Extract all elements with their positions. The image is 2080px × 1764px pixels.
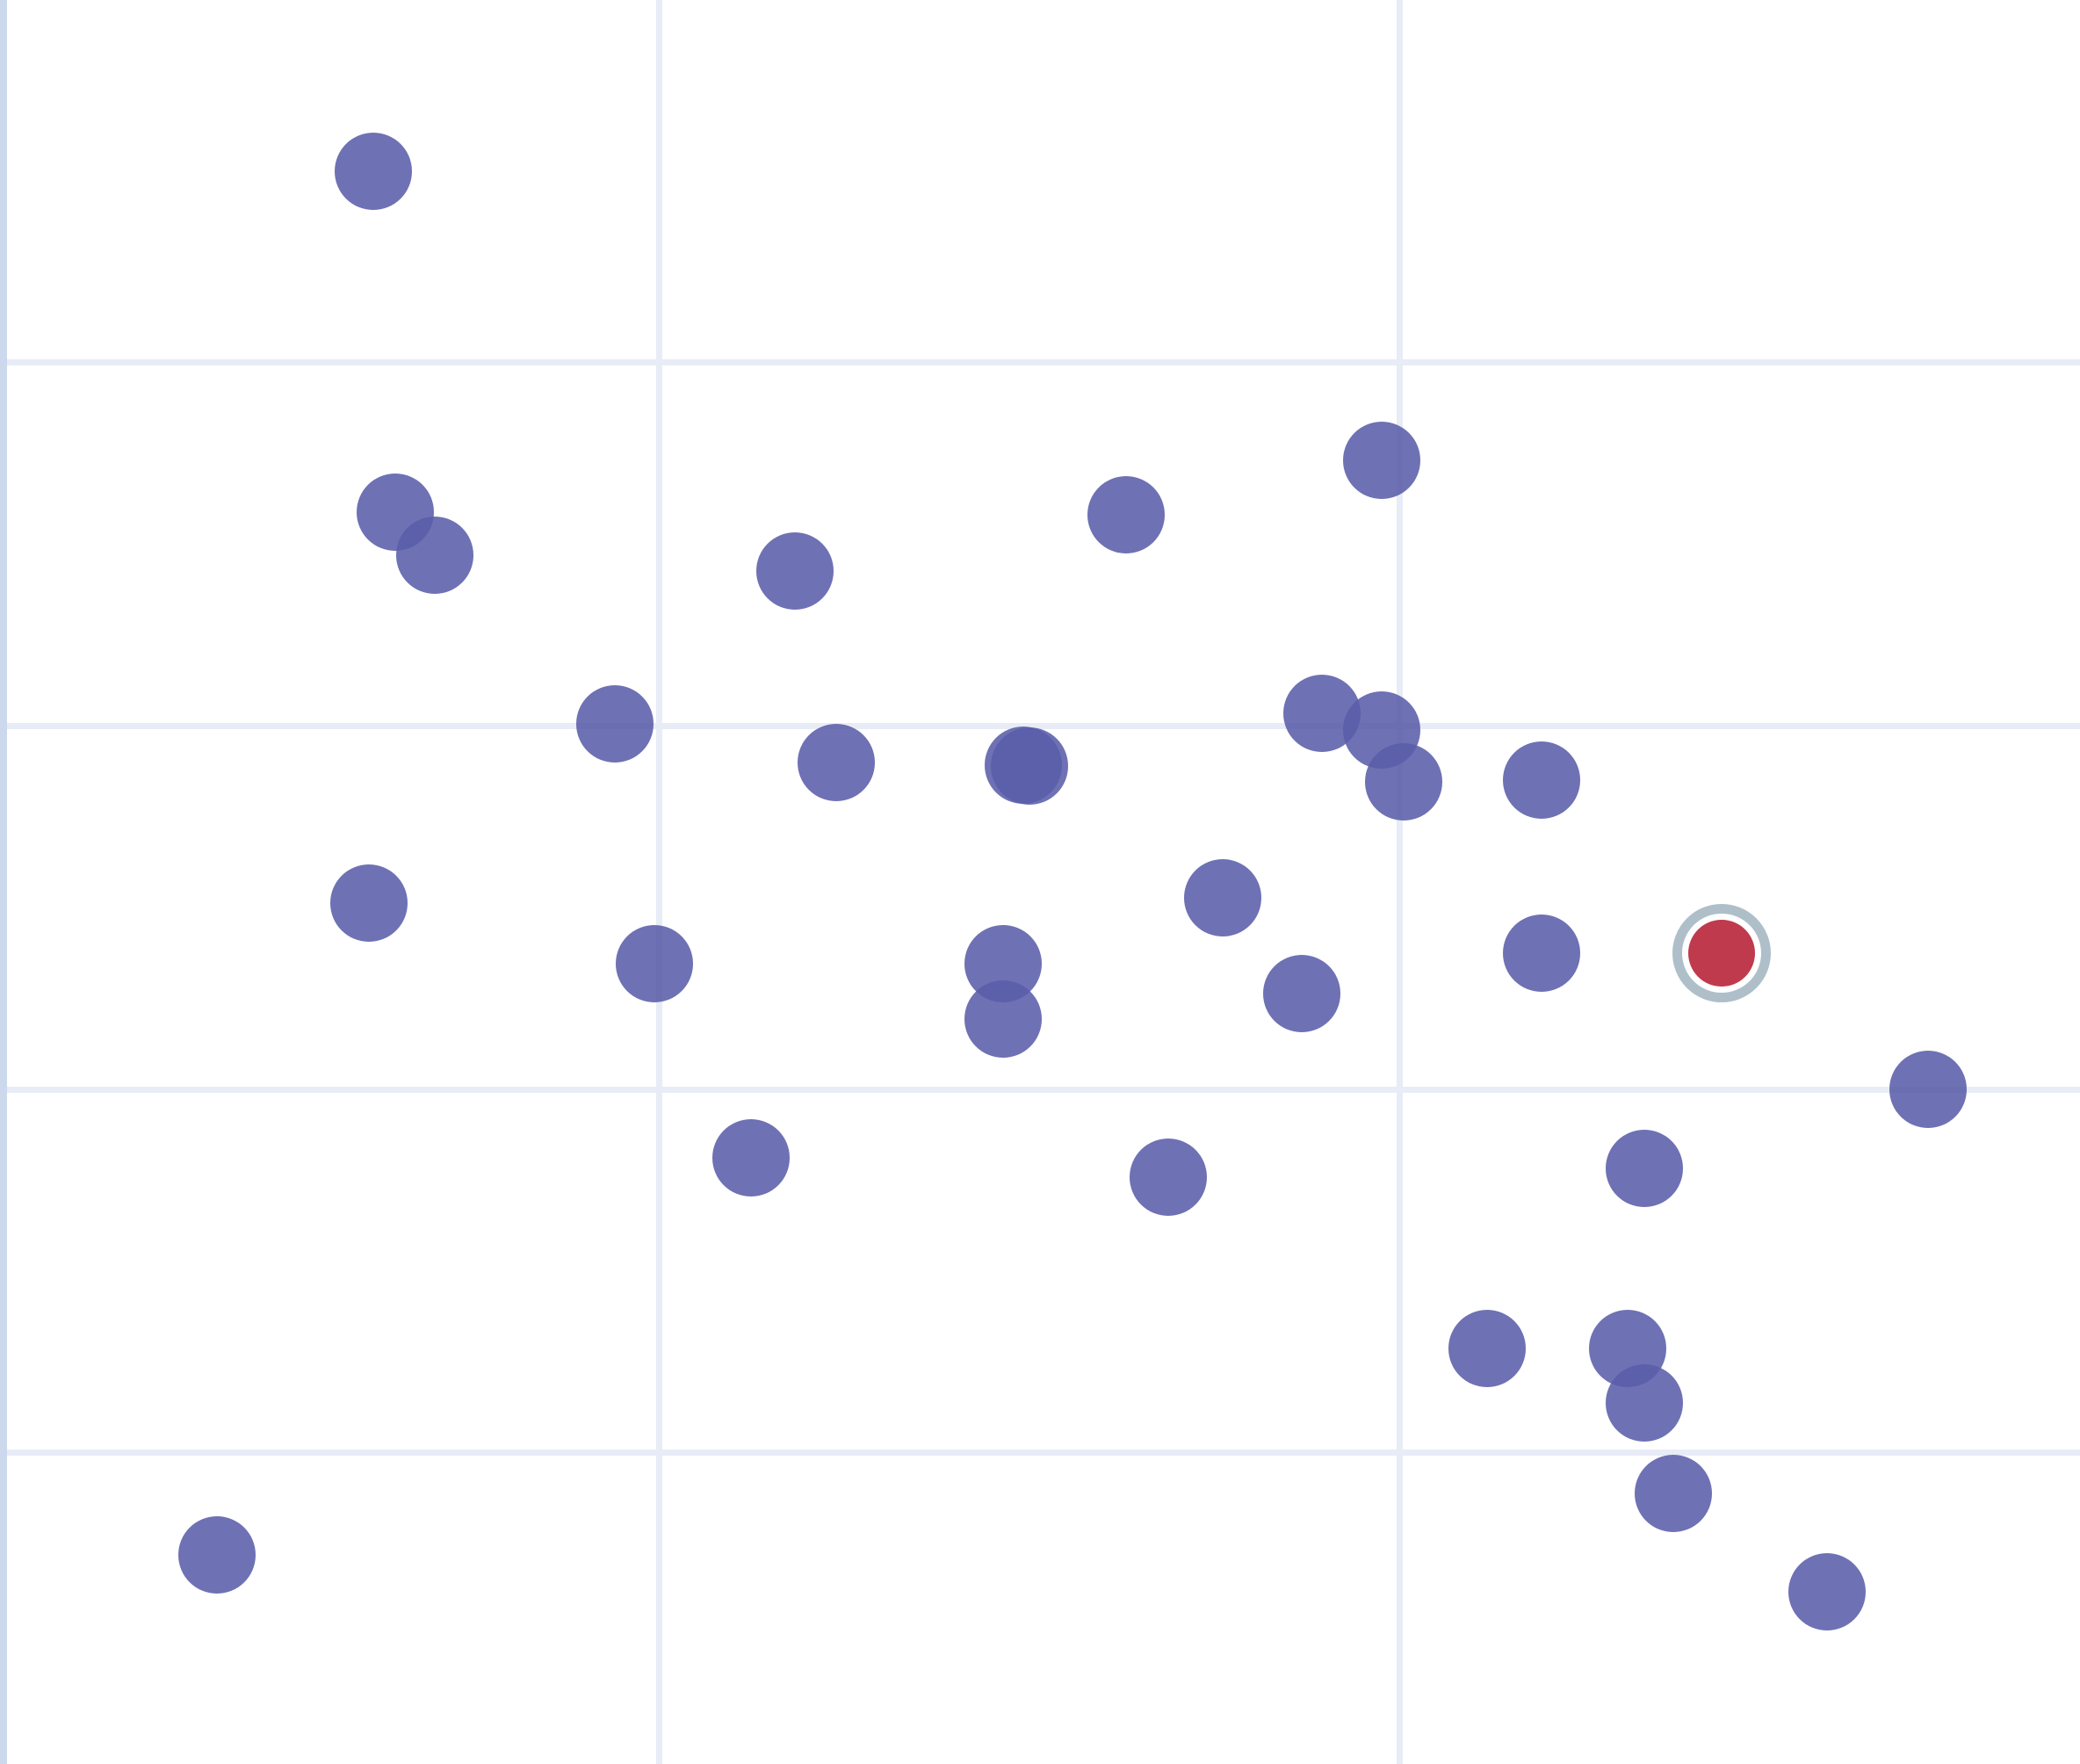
data-point[interactable] (1184, 859, 1261, 936)
data-point[interactable] (756, 532, 834, 610)
axis-edge-left (0, 0, 7, 1764)
data-point[interactable] (1503, 915, 1580, 992)
data-point[interactable] (991, 727, 1068, 805)
data-point[interactable] (178, 1516, 256, 1594)
selected-data-point[interactable] (1688, 920, 1755, 987)
data-point[interactable] (1503, 741, 1580, 819)
data-point[interactable] (1343, 422, 1420, 499)
data-point[interactable] (1365, 743, 1442, 821)
data-point[interactable] (1635, 1455, 1712, 1532)
data-point[interactable] (1889, 1051, 1967, 1128)
data-point[interactable] (616, 925, 693, 1002)
gridline-horizontal-2 (0, 1086, 2080, 1093)
data-point[interactable] (712, 1119, 790, 1196)
data-point[interactable] (1130, 1139, 1207, 1216)
data-point[interactable] (396, 517, 473, 594)
gridline-vertical-2 (1396, 0, 1403, 1764)
data-point[interactable] (1263, 955, 1340, 1032)
gridline-horizontal-1 (0, 722, 2080, 729)
data-point[interactable] (1448, 1310, 1526, 1387)
gridline-horizontal-0 (0, 358, 2080, 365)
data-point[interactable] (335, 133, 412, 210)
gridline-horizontal-3 (0, 1449, 2080, 1456)
data-point[interactable] (964, 980, 1042, 1058)
data-point[interactable] (1606, 1364, 1683, 1442)
data-point[interactable] (1087, 476, 1165, 553)
data-point[interactable] (1606, 1130, 1683, 1207)
data-point[interactable] (576, 685, 654, 763)
data-point[interactable] (330, 864, 408, 942)
data-point[interactable] (1788, 1553, 1866, 1630)
data-point[interactable] (798, 724, 875, 801)
gridline-vertical-1 (655, 0, 662, 1764)
selected-point-ring (1672, 904, 1771, 1002)
